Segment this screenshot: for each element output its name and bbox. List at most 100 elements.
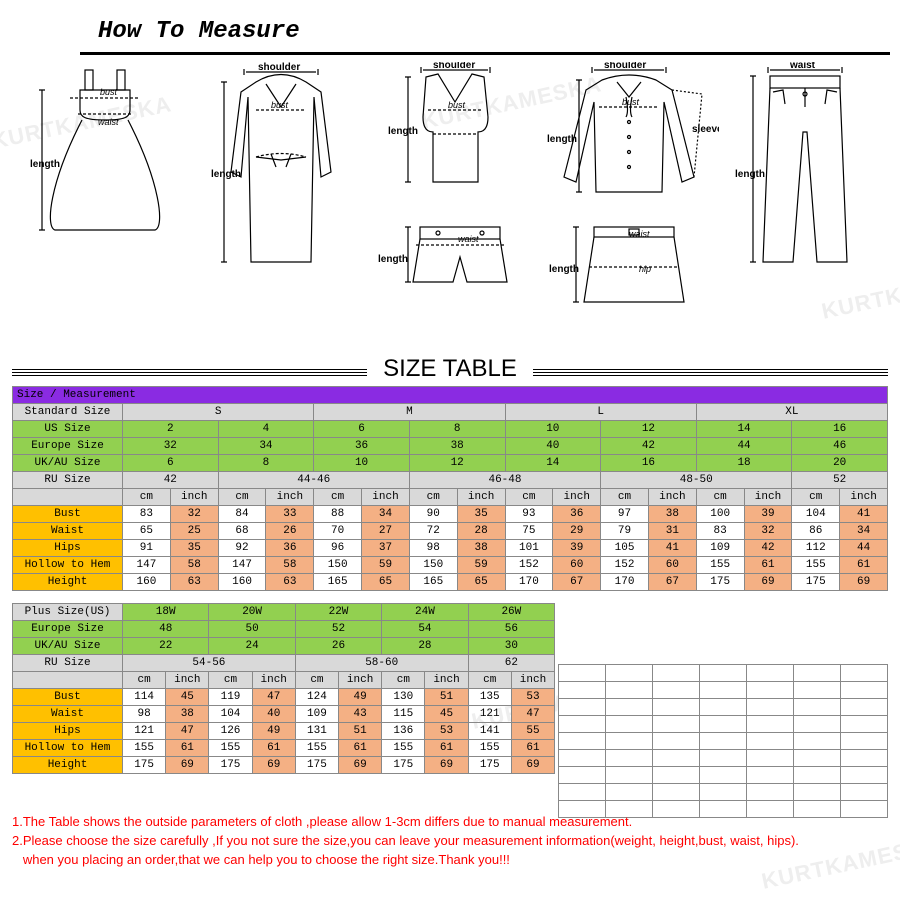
cell: 61: [166, 740, 209, 757]
cell: inch: [511, 672, 554, 689]
cell: inch: [266, 489, 314, 506]
cell: 26W: [468, 604, 554, 621]
cell: cm: [468, 672, 511, 689]
row-label: Hips: [13, 540, 123, 557]
empty-cell: [700, 784, 747, 801]
empty-cell: [606, 767, 653, 784]
cell: cm: [218, 489, 266, 506]
empty-cell: [700, 699, 747, 716]
cell: cm: [123, 489, 171, 506]
cell: 152: [505, 557, 553, 574]
row-label: Bust: [13, 506, 123, 523]
cell: 4: [218, 421, 314, 438]
standard-size-table: Size / Measurement Standard Size S M L X…: [12, 386, 888, 591]
label-shoulder: shoulder: [604, 62, 646, 71]
row-bust: Bust1144511947124491305113553: [13, 689, 555, 706]
row-label: Height: [13, 757, 123, 774]
empty-cell: [700, 682, 747, 699]
cell: 175: [468, 757, 511, 774]
cell: 40: [252, 706, 295, 723]
cell: 86: [792, 523, 840, 540]
empty-cell: [653, 665, 700, 682]
cell: 75: [505, 523, 553, 540]
cell: 96: [314, 540, 362, 557]
diagram-blouse-skirt: shoulder bust length sleeve waist hip le…: [544, 62, 719, 322]
cell: 20W: [209, 604, 295, 621]
note-3: when you placing an order,that we can he…: [12, 851, 888, 870]
cell: 115: [382, 706, 425, 723]
row-eu: Europe Size4850525456: [13, 621, 555, 638]
label-length: length: [735, 169, 765, 180]
cell: 35: [457, 506, 505, 523]
cell: 60: [648, 557, 696, 574]
cell: 34: [840, 523, 888, 540]
row-us: US Size246810121416: [13, 421, 888, 438]
cell: 175: [382, 757, 425, 774]
cell: 2: [123, 421, 219, 438]
cell: 58: [170, 557, 218, 574]
cell: 6: [314, 421, 410, 438]
row-label: UK/AU Size: [13, 455, 123, 472]
row-label: Waist: [13, 706, 123, 723]
cell: 28: [382, 638, 468, 655]
row-units: cminchcminchcminchcminchcminchcminchcmin…: [13, 489, 888, 506]
empty-cell: [794, 665, 841, 682]
cell: 34: [362, 506, 410, 523]
diagram-tank-shorts: shoulder bust length waist length: [378, 62, 528, 322]
empty-cell: [747, 784, 794, 801]
cell: 69: [744, 574, 792, 591]
cell: 32: [123, 438, 219, 455]
cell: 61: [744, 557, 792, 574]
row-units: cminchcminchcminchcminchcminch: [13, 672, 555, 689]
cell: 22: [123, 638, 209, 655]
cell: 25: [170, 523, 218, 540]
cell: 24: [209, 638, 295, 655]
empty-cell: [653, 784, 700, 801]
cell: 46: [792, 438, 888, 455]
empty-cell: [747, 767, 794, 784]
cell: 155: [295, 740, 338, 757]
cell: 33: [266, 506, 314, 523]
empty-cell: [794, 682, 841, 699]
cell: 36: [314, 438, 410, 455]
cell: 43: [339, 706, 382, 723]
empty-cell: [653, 682, 700, 699]
empty-cell: [606, 784, 653, 801]
cell: 61: [425, 740, 468, 757]
cell: 55: [511, 723, 554, 740]
cell: 41: [840, 506, 888, 523]
empty-cell: [794, 733, 841, 750]
cell: 175: [123, 757, 166, 774]
empty-cell: [606, 750, 653, 767]
cell: 48: [123, 621, 209, 638]
cell: inch: [553, 489, 601, 506]
empty-cell: [559, 716, 606, 733]
cell: 48-50: [601, 472, 792, 489]
row-label: UK/AU Size: [13, 638, 123, 655]
empty-cell: [841, 665, 888, 682]
cell: S: [123, 404, 314, 421]
label-sleeve: sleeve: [692, 124, 719, 135]
cell: 160: [218, 574, 266, 591]
cell: 141: [468, 723, 511, 740]
cell: 170: [505, 574, 553, 591]
row-standard: Standard Size S M L XL: [13, 404, 888, 421]
cell: 53: [511, 689, 554, 706]
cell: 121: [468, 706, 511, 723]
cell: 62: [468, 655, 554, 672]
cell: 51: [339, 723, 382, 740]
cell: 84: [218, 506, 266, 523]
empty-cell: [841, 699, 888, 716]
cell: 104: [792, 506, 840, 523]
cell: 72: [409, 523, 457, 540]
row-label: [13, 672, 123, 689]
cell: 126: [209, 723, 252, 740]
label-hip: hip: [639, 264, 651, 274]
cell: 16: [792, 421, 888, 438]
empty-cell: [653, 733, 700, 750]
cell: 35: [170, 540, 218, 557]
row-plus: Plus Size(US)18W20W22W24W26W: [13, 604, 555, 621]
cell: 155: [382, 740, 425, 757]
label-length: length: [30, 159, 60, 170]
row-label: Waist: [13, 523, 123, 540]
